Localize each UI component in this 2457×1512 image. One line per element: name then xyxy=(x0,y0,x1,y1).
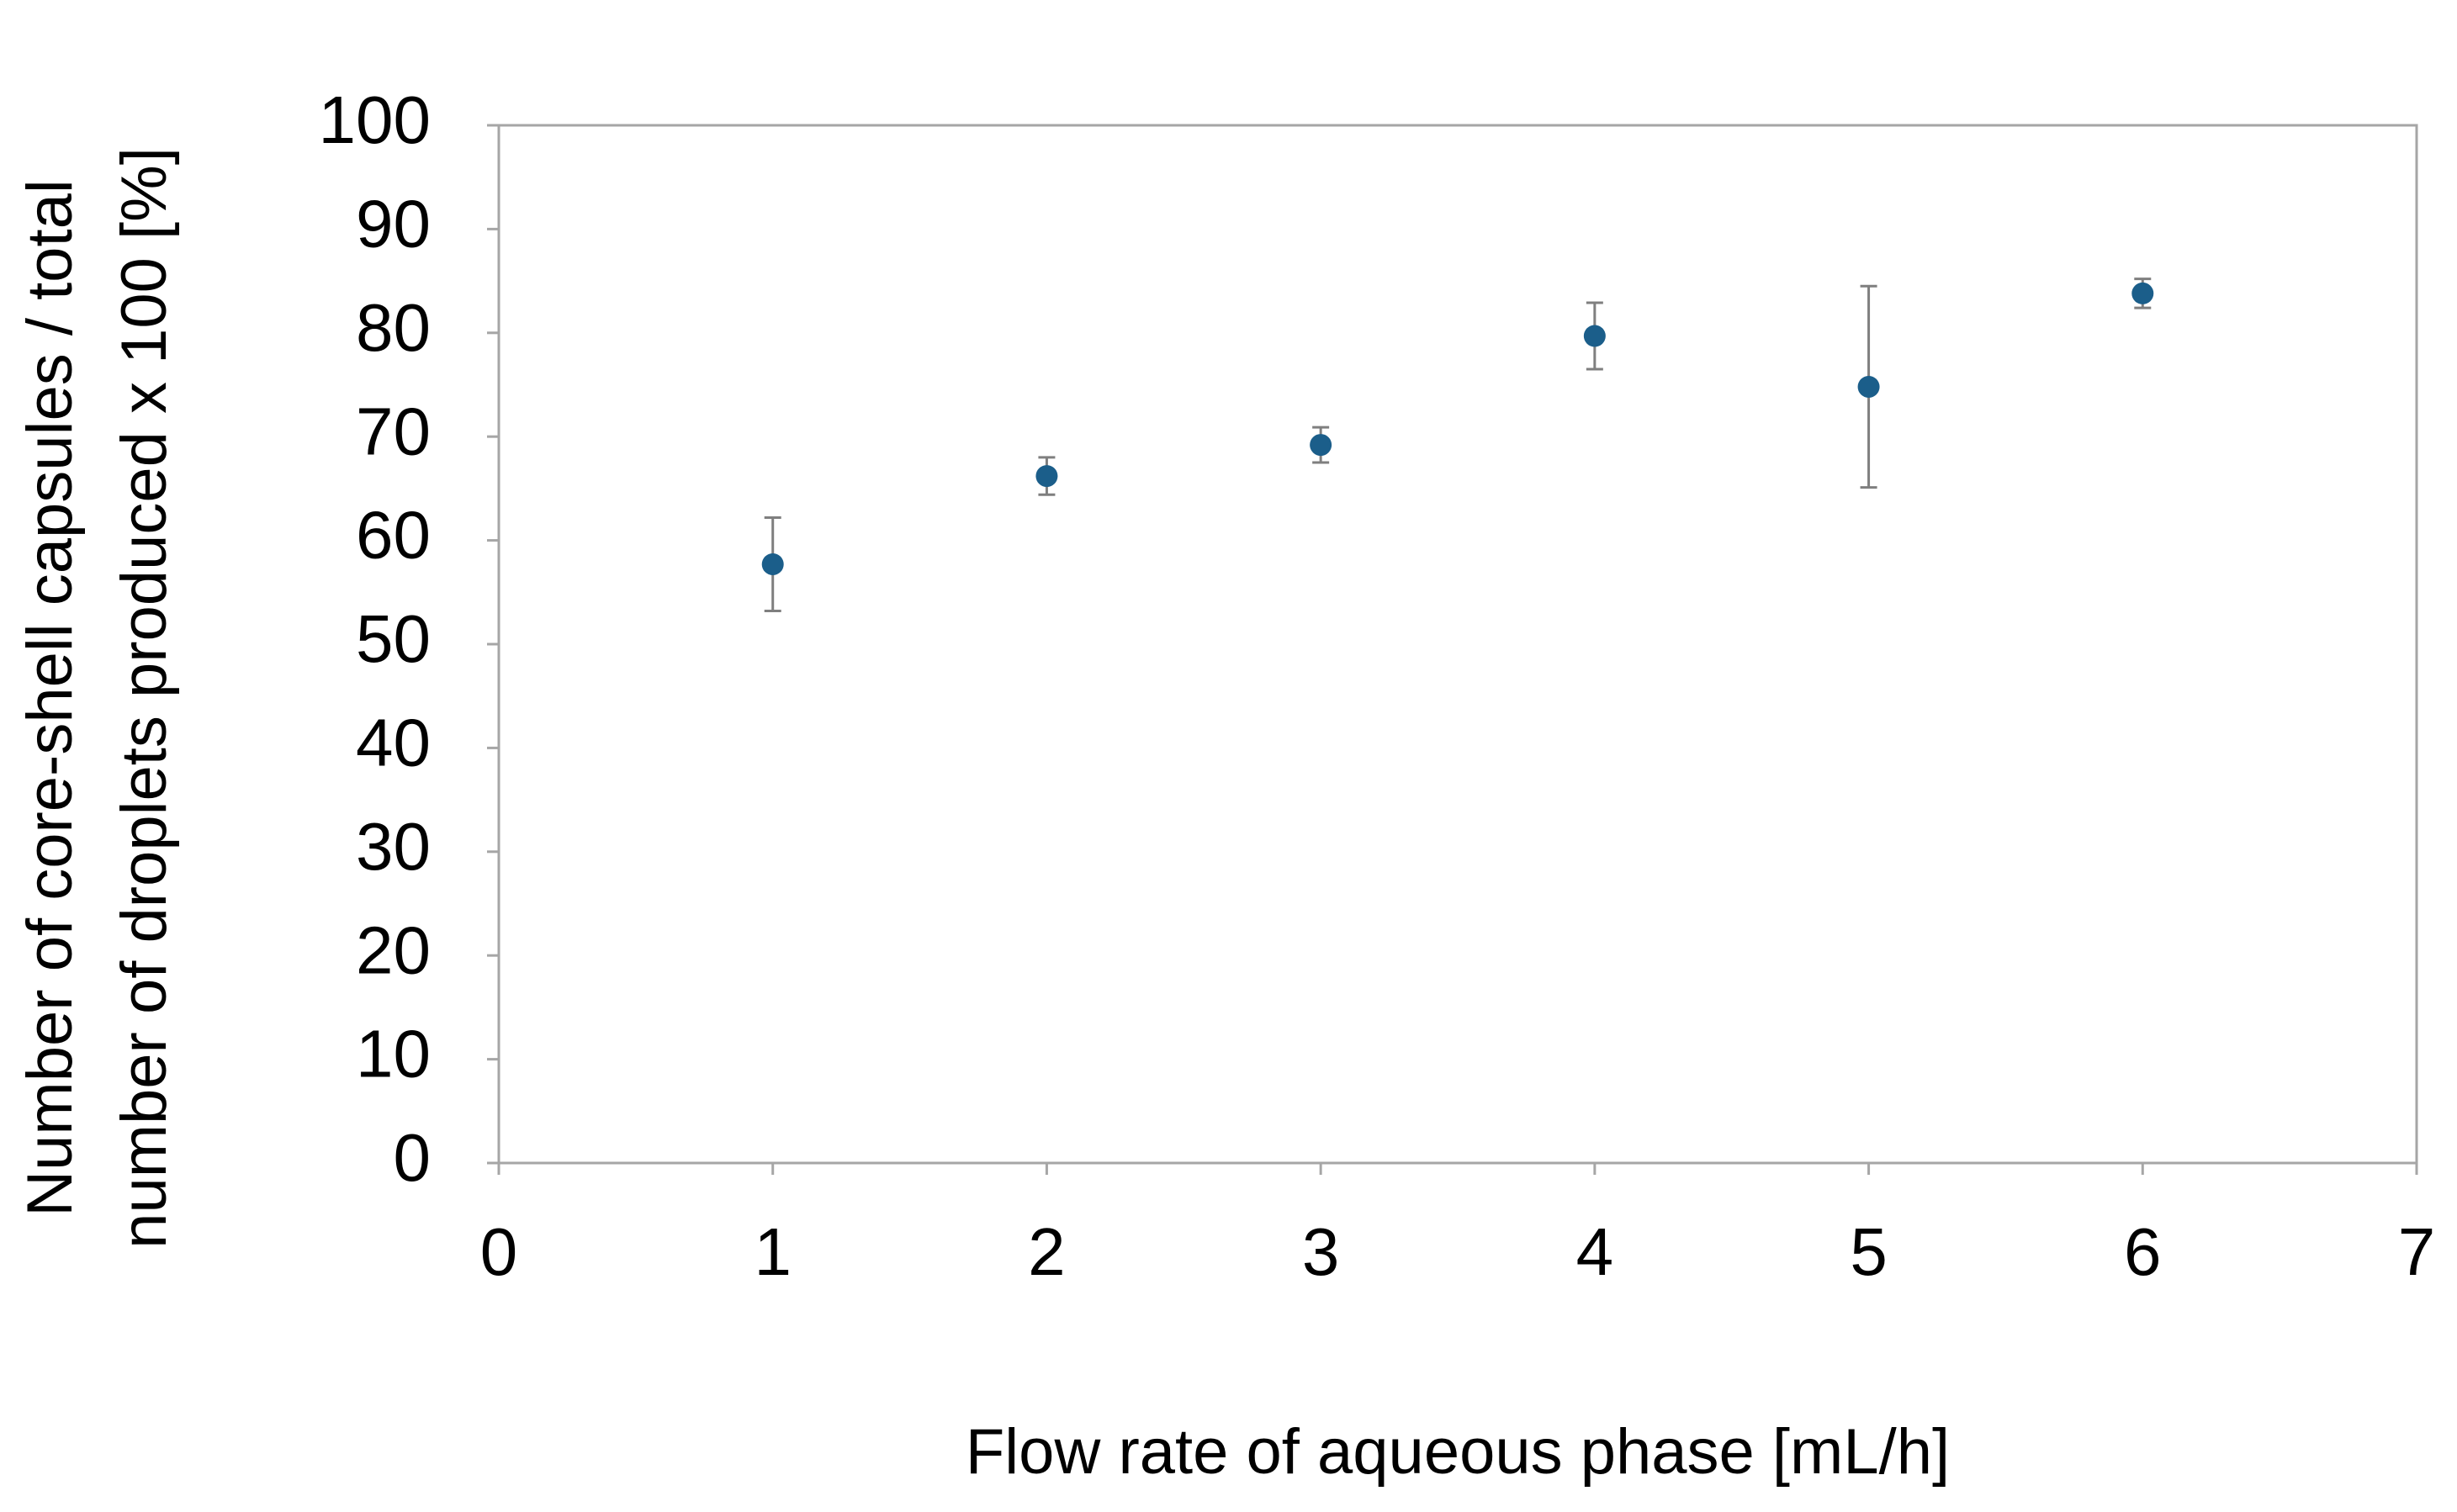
data-point xyxy=(1857,375,1880,398)
x-axis-label: Flow rate of aqueous phase [mL/h] xyxy=(966,1416,1950,1488)
y-axis-label: number of droplets produced x 100 [%] xyxy=(109,147,180,1249)
y-tick-label: 30 xyxy=(356,809,431,884)
x-tick-label: 4 xyxy=(1576,1214,1614,1289)
x-tick-label: 5 xyxy=(1850,1214,1888,1289)
y-tick-label: 0 xyxy=(394,1120,432,1195)
y-tick-label: 70 xyxy=(356,394,431,468)
y-tick-label: 40 xyxy=(356,706,431,780)
data-point xyxy=(2131,282,2154,304)
data-point xyxy=(761,552,784,575)
plot-frame xyxy=(497,124,2418,1165)
x-tick-label: 1 xyxy=(754,1214,792,1289)
data-point xyxy=(1310,434,1332,457)
x-tick-label: 2 xyxy=(1028,1214,1066,1289)
y-tick-label: 90 xyxy=(356,187,431,262)
y-tick-label: 60 xyxy=(356,498,431,573)
data-point xyxy=(1583,325,1606,347)
y-tick-label: 20 xyxy=(356,912,431,987)
y-tick-label: 100 xyxy=(319,82,431,157)
y-tick-label: 10 xyxy=(356,1017,431,1092)
y-axis-label: Number of core-shell capsules / total xyxy=(14,179,86,1216)
data-point xyxy=(1035,465,1058,488)
x-tick-label: 3 xyxy=(1302,1214,1340,1289)
y-tick-label: 80 xyxy=(356,290,431,365)
y-tick-label: 50 xyxy=(356,601,431,676)
x-tick-label: 7 xyxy=(2398,1214,2436,1289)
x-tick-label: 6 xyxy=(2124,1214,2162,1289)
x-tick-label: 0 xyxy=(480,1214,518,1289)
